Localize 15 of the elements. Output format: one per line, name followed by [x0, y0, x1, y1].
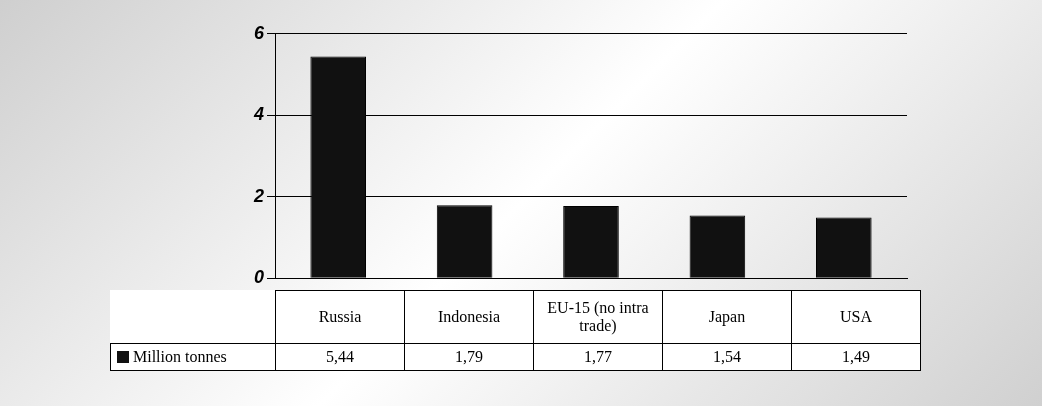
y-tick-label: 6	[253, 22, 265, 43]
data-label: 1,79	[404, 343, 534, 371]
data-label: 1,77	[533, 343, 663, 371]
y-tick-label: 2	[252, 185, 264, 206]
data-label: 5,44	[275, 343, 405, 371]
x-tick-label: Japan	[662, 290, 792, 344]
y-tick-label: 0	[253, 267, 264, 288]
legend-label: Million tonnes	[110, 343, 276, 371]
data-label: 1,54	[662, 343, 792, 371]
x-tick-label: Russia	[275, 290, 405, 344]
y-tick-label: 4	[252, 104, 264, 125]
x-tick-label: EU-15 (no intra trade)	[533, 290, 663, 344]
data-label: 1,49	[791, 343, 921, 371]
x-tick-label: USA	[791, 290, 921, 344]
x-tick-label: Indonesia	[404, 290, 534, 344]
